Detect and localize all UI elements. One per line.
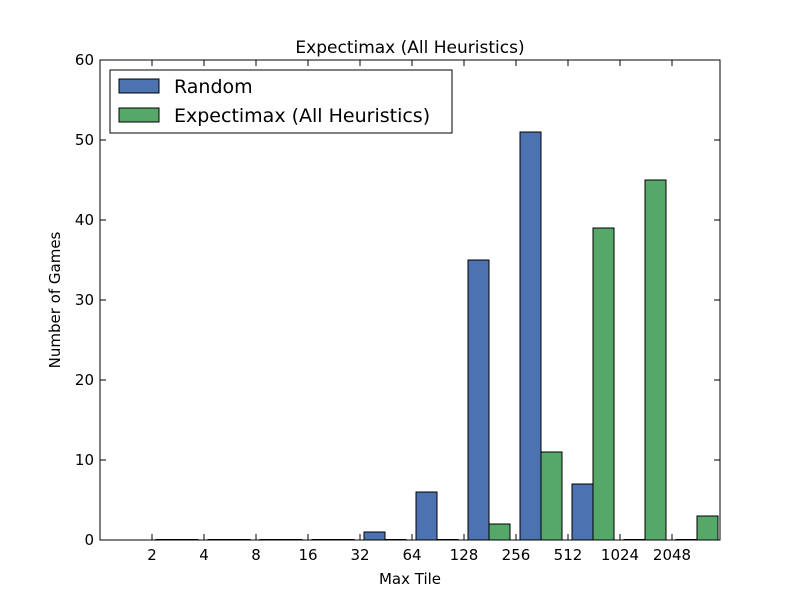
x-axis-label: Max Tile <box>379 570 441 588</box>
bar-random-64 <box>415 491 438 541</box>
x-tick-label: 256 <box>502 546 531 564</box>
y-tick-label: 20 <box>75 371 94 389</box>
legend-label: Expectimax (All Heuristics) <box>174 105 430 127</box>
legend-label: Random <box>174 76 253 98</box>
x-tick-label: 2048 <box>653 546 691 564</box>
bar-expectimax-all-heuristics-512 <box>592 227 615 541</box>
x-tick-label: 4 <box>199 546 209 564</box>
chart-title: Expectimax (All Heuristics) <box>295 38 524 58</box>
bar-expectimax-all-heuristics-256 <box>540 451 563 541</box>
legend-swatch <box>118 107 160 123</box>
x-tick-label: 16 <box>298 546 317 564</box>
x-tick-label: 512 <box>554 546 583 564</box>
bar-random-32 <box>363 531 386 541</box>
x-axis: 2 4 8 16 32 64 128 256 512 1024 2048 <box>147 60 691 564</box>
y-tick-label: 60 <box>75 51 94 69</box>
x-tick-label: 128 <box>450 546 479 564</box>
y-tick-label: 30 <box>75 291 94 309</box>
x-tick-label: 8 <box>251 546 261 564</box>
x-tick-label: 2 <box>147 546 157 564</box>
y-tick-label: 40 <box>75 211 94 229</box>
x-tick-label: 64 <box>402 546 421 564</box>
bar-random-512 <box>571 483 594 541</box>
bar-expectimax-all-heuristics-128 <box>488 523 511 541</box>
legend-swatch <box>118 78 160 94</box>
y-tick-label: 0 <box>84 531 94 549</box>
y-tick-label: 10 <box>75 451 94 469</box>
bar-random-128 <box>467 259 490 541</box>
bar-expectimax-all-heuristics-2048 <box>696 515 719 541</box>
y-axis: 0 10 20 30 40 50 60 <box>75 51 720 549</box>
bars-group <box>155 131 719 541</box>
y-tick-label: 50 <box>75 131 94 149</box>
x-tick-label: 32 <box>350 546 369 564</box>
legend-frame <box>109 69 453 134</box>
bar-random-256 <box>519 131 542 541</box>
x-tick-label: 1024 <box>601 546 639 564</box>
y-axis-label: Number of Games <box>46 231 64 368</box>
legend: Random Expectimax (All Heuristics) <box>109 69 453 134</box>
bar-expectimax-all-heuristics-1024 <box>644 179 667 541</box>
